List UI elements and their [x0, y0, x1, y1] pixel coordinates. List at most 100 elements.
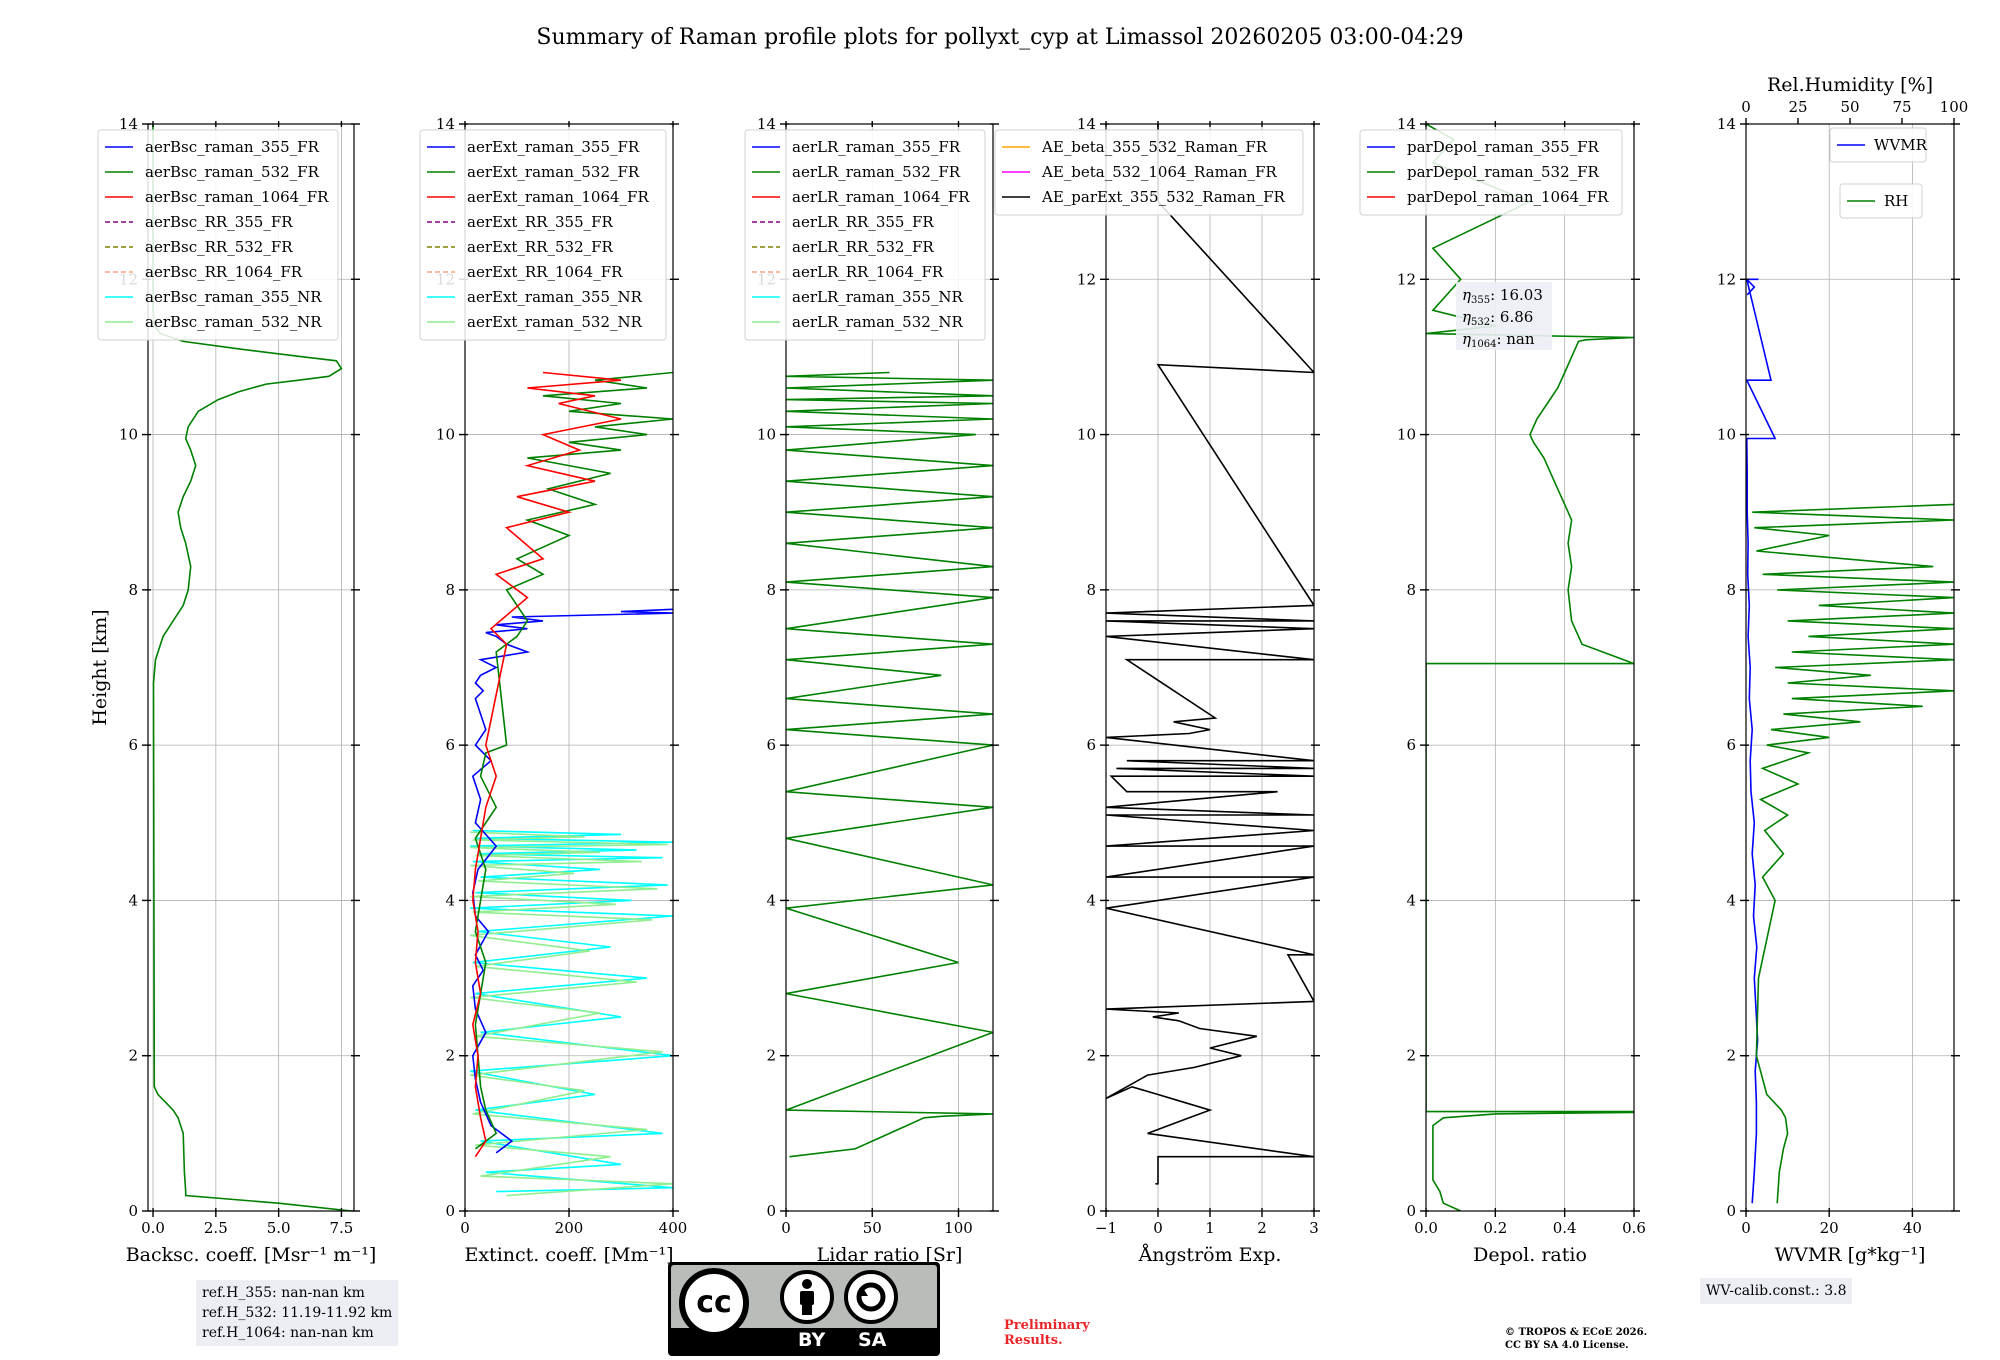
xtick-label: 0 — [460, 1219, 470, 1237]
preliminary-line-2: Results. — [1004, 1333, 1063, 1348]
ytick-label: 10 — [757, 426, 776, 444]
ytick-label: 8 — [128, 581, 138, 599]
ytick-label: 2 — [128, 1047, 138, 1065]
legend-label: aerLR_RR_532_FR — [792, 238, 934, 256]
panel-lr: 02468101214050100Lidar ratio [Sr]aerLR_r… — [744, 115, 999, 1266]
ytick-label: 14 — [1717, 115, 1736, 133]
legend-box — [1839, 183, 1923, 219]
preliminary-notice: Preliminary Results. — [1004, 1318, 1090, 1348]
eta-1064: η1064: nan — [1462, 330, 1535, 350]
panel-depol: 0 2 4 6 8 10 12 14 0.0 0.2 0.4 0.6 Depol. ratio parDe… — [1359, 115, 1646, 1266]
ytick-label: 2 — [1086, 1047, 1096, 1065]
legend-label: WVMR — [1874, 136, 1928, 154]
series-RH — [1752, 503, 1954, 1204]
xtick-label: 5.0 — [267, 1219, 291, 1237]
xtick-label: 1 — [1205, 1219, 1215, 1237]
legend-box — [994, 129, 1304, 216]
legend-label: aerBsc_raman_532_NR — [145, 313, 322, 331]
ytick-label: 4 — [1086, 891, 1096, 909]
legend-label: aerLR_raman_532_FR — [792, 163, 961, 181]
x-axis-label: Lidar ratio [Sr] — [817, 1244, 963, 1266]
legend-label: AE_beta_355_532_Raman_FR — [1041, 138, 1268, 156]
ytick-label: 4 — [766, 891, 776, 909]
series-aerBsc_raman_532_FR — [152, 124, 352, 1211]
legend: aerLR_raman_355_FR aerLR_raman_532_FR aerL… — [744, 129, 986, 341]
top-xtick-label: 50 — [1840, 98, 1859, 116]
ytick-label: 10 — [436, 426, 455, 444]
xtick-label: 7.5 — [330, 1219, 354, 1237]
panel-wv: 0 2 4 6 8 10 12 14 0 20 40 0 25 50 75 100 Rel.Humidity [… — [1717, 74, 1968, 1266]
ytick-label: 6 — [766, 736, 776, 754]
ytick-label: 8 — [766, 581, 776, 599]
legend-label: aerExt_raman_355_NR — [467, 288, 643, 306]
ytick-label: 6 — [1406, 736, 1416, 754]
ytick-label: 14 — [1077, 115, 1096, 133]
top-axis-label: Rel.Humidity [%] — [1767, 74, 1933, 96]
legend-label: aerBsc_RR_1064_FR — [145, 263, 303, 281]
xtick-label: 400 — [659, 1219, 688, 1237]
copyright-line-2: CC BY SA 4.0 License. — [1505, 1340, 1629, 1351]
ytick-label: 8 — [1406, 581, 1416, 599]
x-axis-label: Depol. ratio — [1473, 1244, 1587, 1266]
ytick-label: 2 — [1726, 1047, 1736, 1065]
ytick-label: 12 — [1077, 270, 1096, 288]
ytick-label: 14 — [119, 115, 138, 133]
ytick-label: 8 — [1726, 581, 1736, 599]
legend-label: parDepol_raman_1064_FR — [1407, 188, 1609, 206]
ytick-label: 10 — [1077, 426, 1096, 444]
xtick-label: 40 — [1903, 1219, 1922, 1237]
xtick-label: 0.0 — [1414, 1219, 1438, 1237]
xtick-label: 100 — [944, 1219, 973, 1237]
ytick-label: 6 — [1726, 736, 1736, 754]
ytick-label: 2 — [1406, 1047, 1416, 1065]
xtick-label: 3 — [1309, 1219, 1319, 1237]
legend-label: aerLR_RR_355_FR — [792, 213, 934, 231]
refh-532: ref.H_532: 11.19-11.92 km — [202, 1305, 393, 1321]
preliminary-line-1: Preliminary — [1004, 1318, 1090, 1333]
license-by-label: BY — [798, 1329, 826, 1351]
ytick-label: 14 — [757, 115, 776, 133]
legend: aerBsc_raman_355_FR aerBsc_raman_532_FRae… — [97, 129, 339, 341]
legend-label: aerExt_raman_532_FR — [467, 163, 640, 181]
xtick-label: 0 — [781, 1219, 791, 1237]
axes-frame — [147, 123, 355, 1212]
xtick-label: 2 — [1257, 1219, 1267, 1237]
top-xtick-label: 75 — [1892, 98, 1911, 116]
ytick-label: 10 — [1397, 426, 1416, 444]
ytick-label: 12 — [1717, 270, 1736, 288]
ytick-label: 0 — [766, 1202, 776, 1220]
legend-box — [1829, 127, 1927, 163]
ytick-label: 2 — [766, 1047, 776, 1065]
xtick-label: 0.4 — [1553, 1219, 1577, 1237]
ytick-label: 8 — [445, 581, 455, 599]
legend-label: parDepol_raman_355_FR — [1407, 138, 1600, 156]
ytick-label: 10 — [1717, 426, 1736, 444]
wv-calib-const: WV-calib.const.: 3.8 — [1706, 1283, 1847, 1299]
legend-label: aerBsc_raman_355_NR — [145, 288, 322, 306]
x-axis-label: Backsc. coeff. [Msr⁻¹ m⁻¹] — [126, 1244, 377, 1266]
ytick-label: 10 — [119, 426, 138, 444]
cc-icon: cc — [679, 1268, 749, 1338]
legend-label: aerExt_RR_355_FR — [467, 213, 614, 231]
license-sa-label: SA — [858, 1329, 887, 1351]
legend-label: aerLR_raman_1064_FR — [792, 188, 970, 206]
legend-label: aerBsc_RR_532_FR — [145, 238, 293, 256]
legend-label: aerLR_RR_1064_FR — [792, 263, 944, 281]
legend: aerExt_raman_355_FR aerExt_raman_532_FRae… — [419, 129, 667, 341]
legend-label: aerBsc_raman_1064_FR — [145, 188, 329, 206]
x-axis-label: Extinct. coeff. [Mm⁻¹] — [464, 1244, 673, 1266]
legend-box — [97, 129, 339, 341]
ytick-label: 14 — [1397, 115, 1416, 133]
legend-box — [419, 129, 667, 341]
ytick-label: 4 — [1726, 891, 1736, 909]
ytick-label: 2 — [445, 1047, 455, 1065]
copyright-line-1: © TROPOS & ECoE 2026. — [1505, 1327, 1648, 1338]
ytick-label: 0 — [445, 1202, 455, 1220]
xtick-label: 0.0 — [141, 1219, 165, 1237]
legend-box — [744, 129, 986, 341]
series-WVMR — [1746, 278, 1777, 1204]
